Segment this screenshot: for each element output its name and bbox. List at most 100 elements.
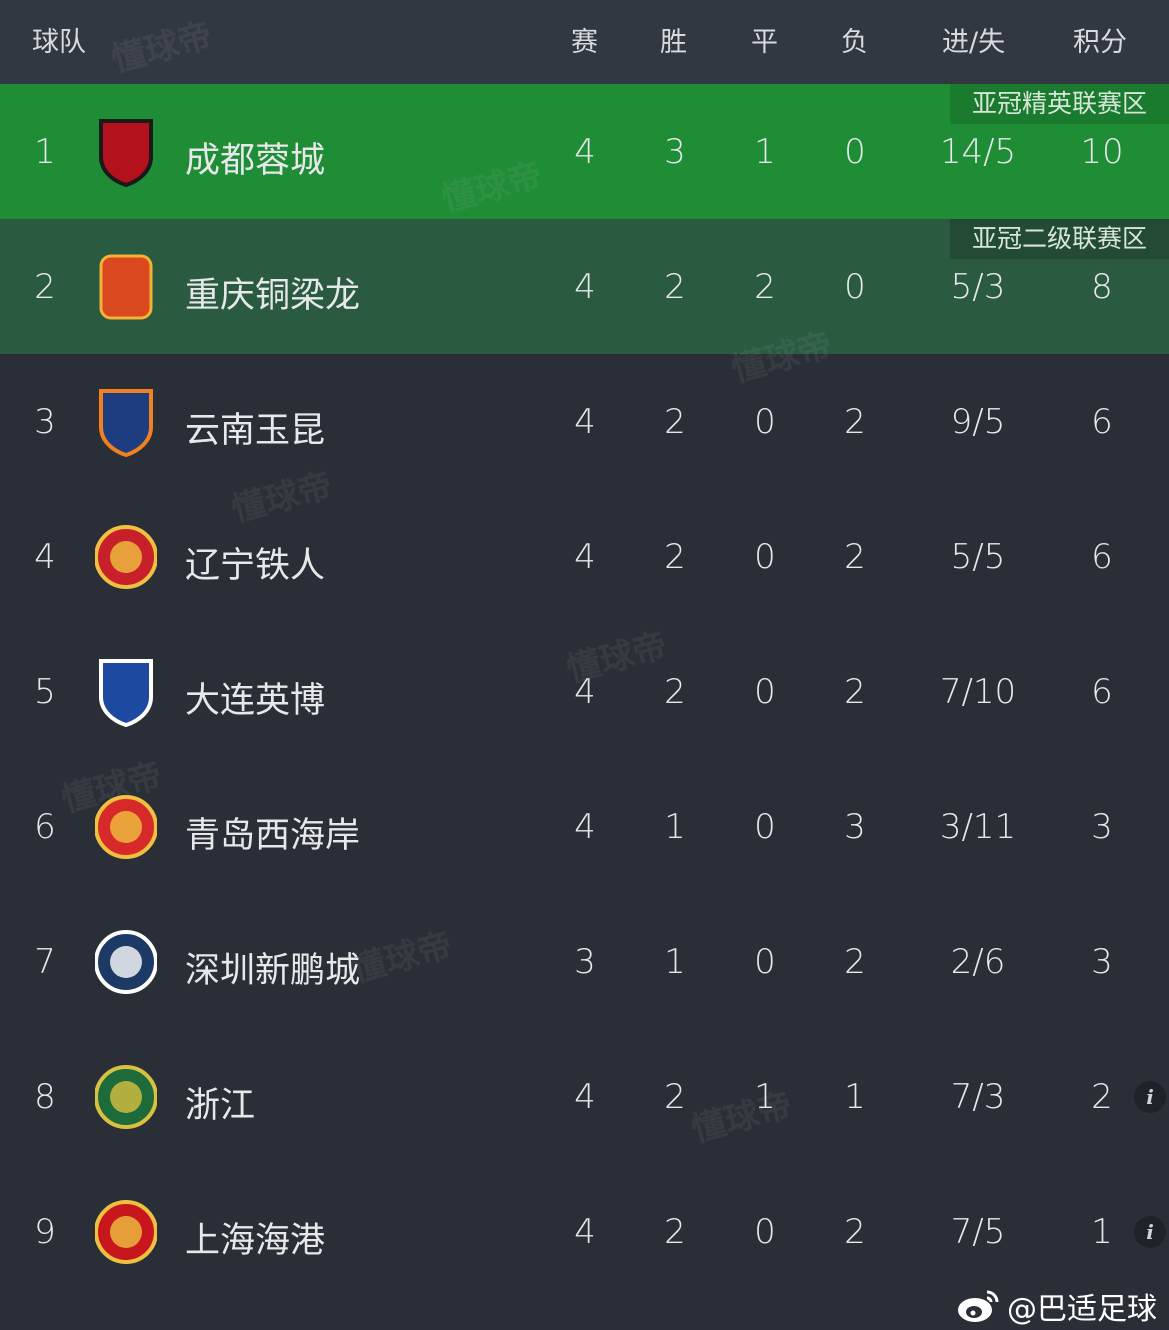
zone-badge-acl-elite: 亚冠精英联赛区 xyxy=(950,84,1169,124)
goals-cell: 2/6 xyxy=(950,942,1006,982)
rank: 8 xyxy=(34,1077,56,1117)
won-cell: 2 xyxy=(664,267,686,307)
drawn-cell: 0 xyxy=(754,942,776,982)
goals-cell: 9/5 xyxy=(950,402,1006,442)
drawn-cell: 2 xyxy=(754,267,776,307)
lost-cell: 2 xyxy=(844,672,866,712)
liaoning-tieren-logo-icon xyxy=(95,525,157,589)
header-goals: 进/失 xyxy=(942,27,1006,58)
goals-cell: 5/3 xyxy=(950,267,1006,307)
rank: 3 xyxy=(34,402,56,442)
team-name[interactable]: 成都蓉城 xyxy=(185,141,326,181)
lost-cell: 2 xyxy=(844,1212,866,1252)
drawn-cell: 0 xyxy=(754,537,776,577)
won-cell: 2 xyxy=(664,402,686,442)
qingdao-west-coast-logo-icon xyxy=(95,795,157,859)
shenzhen-peng-city-logo-icon xyxy=(95,930,157,994)
won-cell: 2 xyxy=(664,1077,686,1117)
table-header: 球队 赛 胜 平 负 进/失 积分 xyxy=(0,0,1169,84)
header-played: 赛 xyxy=(571,27,598,58)
won-cell: 3 xyxy=(664,132,686,172)
drawn-cell: 1 xyxy=(754,1077,776,1117)
played-cell: 4 xyxy=(574,267,596,307)
points-cell: 3 xyxy=(1091,942,1113,982)
goals-cell: 5/5 xyxy=(950,537,1006,577)
header-lost: 负 xyxy=(841,27,868,58)
table-row[interactable]: 9 上海海港 4 2 0 2 7/5 1 i xyxy=(0,1164,1169,1299)
team-name[interactable]: 上海海港 xyxy=(185,1221,326,1261)
header-points: 积分 xyxy=(1073,27,1127,58)
won-cell: 1 xyxy=(664,807,686,847)
points-cell: 6 xyxy=(1091,537,1113,577)
footer-handle: @巴适足球 xyxy=(1007,1292,1157,1327)
lost-cell: 2 xyxy=(844,942,866,982)
played-cell: 4 xyxy=(574,1077,596,1117)
won-cell: 2 xyxy=(664,1212,686,1252)
weibo-watermark: @巴适足球 xyxy=(957,1284,1157,1328)
header-won: 胜 xyxy=(660,27,687,58)
points-cell: 6 xyxy=(1091,402,1113,442)
played-cell: 3 xyxy=(574,942,596,982)
info-icon[interactable]: i xyxy=(1134,1216,1166,1248)
played-cell: 4 xyxy=(574,1212,596,1252)
table-row[interactable]: 7 深圳新鹏城 3 1 0 2 2/6 3 xyxy=(0,894,1169,1029)
team-name[interactable]: 深圳新鹏城 xyxy=(185,951,361,991)
played-cell: 4 xyxy=(574,537,596,577)
rank: 7 xyxy=(34,942,56,982)
drawn-cell: 0 xyxy=(754,1212,776,1252)
points-cell: 2 xyxy=(1091,1077,1113,1117)
team-name[interactable]: 青岛西海岸 xyxy=(185,816,361,856)
points-cell: 8 xyxy=(1091,267,1113,307)
team-name[interactable]: 辽宁铁人 xyxy=(185,546,326,586)
won-cell: 2 xyxy=(664,537,686,577)
goals-cell: 14/5 xyxy=(939,132,1017,172)
shanghai-port-logo-icon xyxy=(95,1200,157,1264)
lost-cell: 2 xyxy=(844,402,866,442)
rank: 2 xyxy=(34,267,56,307)
lost-cell: 1 xyxy=(844,1077,866,1117)
table-row[interactable]: 8 浙江 4 2 1 1 7/3 2 i xyxy=(0,1029,1169,1164)
goals-cell: 7/3 xyxy=(950,1077,1006,1117)
played-cell: 4 xyxy=(574,132,596,172)
table-row[interactable]: 5 大连英博 4 2 0 2 7/10 6 xyxy=(0,624,1169,759)
lost-cell: 3 xyxy=(844,807,866,847)
lost-cell: 2 xyxy=(844,537,866,577)
zone-badge-acl-two: 亚冠二级联赛区 xyxy=(950,219,1169,259)
points-cell: 1 xyxy=(1091,1212,1113,1252)
weibo-icon xyxy=(958,1290,999,1322)
chengdu-rongcheng-logo-icon xyxy=(99,119,153,187)
points-cell: 6 xyxy=(1091,672,1113,712)
played-cell: 4 xyxy=(574,402,596,442)
header-team: 球队 xyxy=(32,27,86,58)
chongqing-tongliangl-logo-icon xyxy=(99,254,153,320)
goals-cell: 3/11 xyxy=(939,807,1017,847)
info-icon[interactable]: i xyxy=(1134,1081,1166,1113)
rank: 6 xyxy=(34,807,56,847)
rank: 4 xyxy=(34,537,56,577)
table-row[interactable]: 2 重庆铜梁龙 4 2 2 0 5/3 8 亚冠二级联赛区 xyxy=(0,219,1169,354)
won-cell: 2 xyxy=(664,672,686,712)
drawn-cell: 1 xyxy=(754,132,776,172)
played-cell: 4 xyxy=(574,672,596,712)
lost-cell: 0 xyxy=(844,267,866,307)
table-row[interactable]: 1 成都蓉城 4 3 1 0 14/5 10 亚冠精英联赛区 xyxy=(0,84,1169,219)
played-cell: 4 xyxy=(574,807,596,847)
points-cell: 10 xyxy=(1080,132,1124,172)
header-drawn: 平 xyxy=(751,27,778,58)
table-row[interactable]: 6 青岛西海岸 4 1 0 3 3/11 3 xyxy=(0,759,1169,894)
drawn-cell: 0 xyxy=(754,672,776,712)
rank: 1 xyxy=(34,132,56,172)
rank: 9 xyxy=(34,1212,56,1252)
team-name[interactable]: 大连英博 xyxy=(185,681,326,721)
rank: 5 xyxy=(34,672,56,712)
drawn-cell: 0 xyxy=(754,402,776,442)
team-name[interactable]: 重庆铜梁龙 xyxy=(185,276,361,316)
team-name[interactable]: 浙江 xyxy=(185,1086,256,1126)
team-name[interactable]: 云南玉昆 xyxy=(185,411,326,451)
won-cell: 1 xyxy=(664,942,686,982)
goals-cell: 7/10 xyxy=(939,672,1017,712)
yunnan-yukun-logo-icon xyxy=(99,389,153,457)
table-row[interactable]: 3 云南玉昆 4 2 0 2 9/5 6 xyxy=(0,354,1169,489)
lost-cell: 0 xyxy=(844,132,866,172)
table-row[interactable]: 4 辽宁铁人 4 2 0 2 5/5 6 xyxy=(0,489,1169,624)
